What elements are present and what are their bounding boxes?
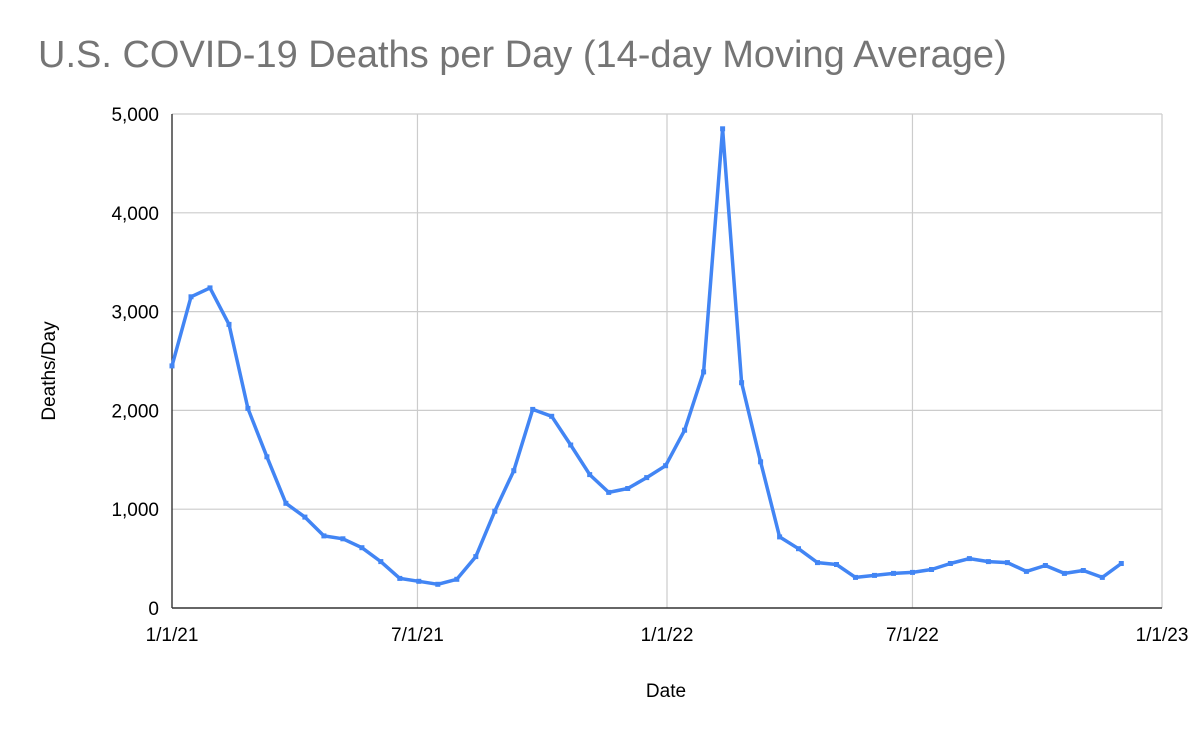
y-tick-label: 5,000 <box>111 105 159 126</box>
data-point <box>1118 561 1124 566</box>
data-point <box>872 572 877 578</box>
y-tick-label: 1,000 <box>111 500 159 521</box>
data-point <box>549 413 555 419</box>
data-point <box>416 578 422 584</box>
y-axis-title: Deaths/Day <box>39 321 60 421</box>
data-point <box>739 380 745 386</box>
x-tick-label: 1/1/21 <box>146 625 199 646</box>
data-point <box>834 562 839 567</box>
data-point <box>188 294 194 300</box>
data-point <box>264 454 270 460</box>
data-point <box>815 560 820 566</box>
chart-title: U.S. COVID-19 Deaths per Day (14-day Mov… <box>38 34 1007 76</box>
data-point <box>587 472 593 478</box>
data-point <box>1042 563 1048 568</box>
data-point <box>397 575 403 581</box>
data-point <box>1023 568 1029 574</box>
y-tick-label: 0 <box>148 599 159 620</box>
data-point <box>947 561 953 566</box>
series-line <box>170 127 1124 587</box>
data-point <box>283 500 289 506</box>
data-point <box>853 574 858 580</box>
x-tick-label: 7/1/22 <box>886 625 939 646</box>
data-point <box>644 475 650 481</box>
data-point <box>302 514 308 520</box>
data-point <box>606 489 612 495</box>
tick-labels: 0 1,000 2,000 3,000 4,000 5,000 1/1/21 7/1/21 1/… <box>111 105 1188 646</box>
data-point <box>910 569 915 575</box>
data-point <box>891 570 896 576</box>
x-tick-label: 7/1/21 <box>391 625 444 646</box>
data-point <box>625 486 631 491</box>
data-point <box>321 533 327 539</box>
data-point <box>359 545 365 551</box>
data-point <box>530 406 536 412</box>
data-point <box>966 556 972 562</box>
data-point <box>378 559 384 565</box>
data-point <box>1004 560 1010 566</box>
data-point <box>340 536 346 542</box>
y-tick-label: 4,000 <box>111 204 159 225</box>
x-tick-label: 1/1/23 <box>1136 625 1189 646</box>
x-axis-title: Date <box>646 681 686 702</box>
data-point <box>796 546 801 552</box>
data-point <box>682 427 688 433</box>
data-point <box>1099 574 1105 580</box>
y-tick-label: 2,000 <box>111 401 159 422</box>
x-tick-label: 1/1/22 <box>641 625 694 646</box>
data-point <box>777 534 783 540</box>
data-point <box>758 459 764 465</box>
data-point <box>929 567 934 572</box>
data-point <box>169 363 175 369</box>
gridlines <box>172 113 1163 608</box>
data-point <box>511 468 517 474</box>
data-point <box>701 369 707 375</box>
data-point <box>454 576 460 582</box>
data-point <box>1080 568 1086 573</box>
data-point <box>245 405 251 411</box>
data-point <box>435 581 441 587</box>
series-layer <box>169 126 1124 587</box>
data-point <box>226 321 232 327</box>
data-point <box>1061 570 1067 576</box>
data-point <box>492 508 498 514</box>
data-point <box>720 126 726 132</box>
data-point <box>207 285 213 291</box>
data-point <box>985 559 991 565</box>
data-point <box>473 554 479 560</box>
y-tick-label: 3,000 <box>111 303 159 324</box>
data-point <box>663 463 669 469</box>
data-point <box>568 442 574 448</box>
